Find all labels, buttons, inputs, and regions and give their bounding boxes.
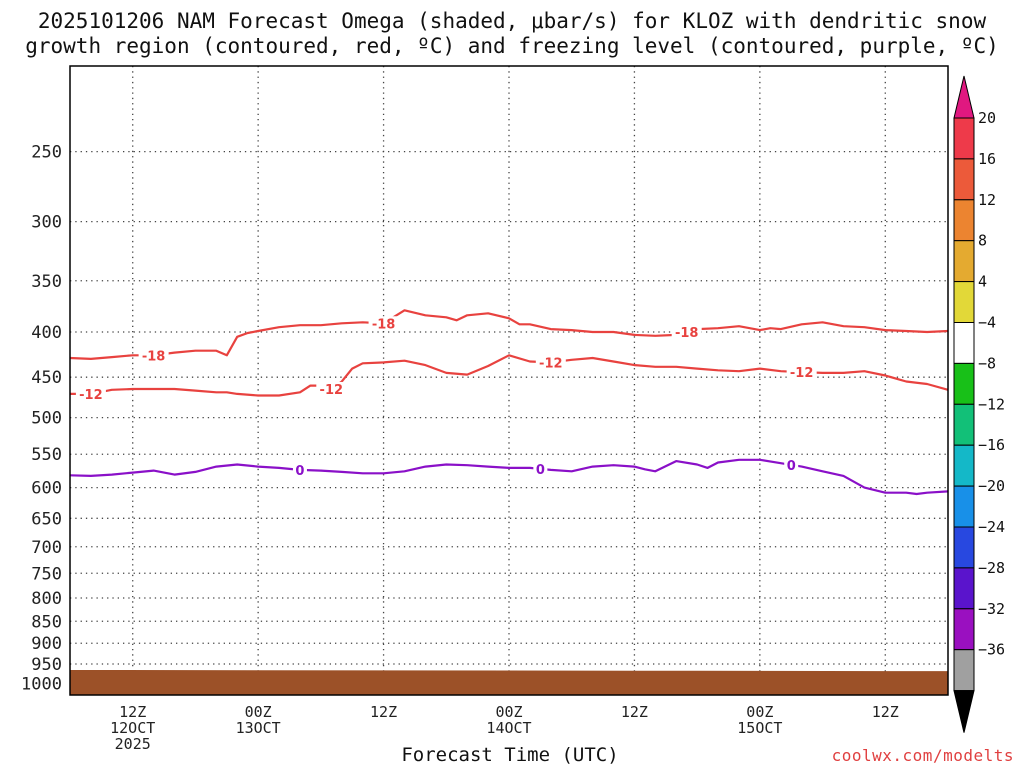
x-axis-title: Forecast Time (UTC): [401, 744, 619, 766]
y-tick-label: 900: [31, 634, 62, 654]
contour--12: -12 -12 -12 -12: [70, 354, 949, 403]
colorbar-segment: [953, 117, 975, 160]
colorbar-tick-label: −16: [978, 436, 1005, 454]
colorbar-segment: [953, 649, 975, 692]
contour-line: [69, 309, 949, 360]
plot-frame: [69, 65, 949, 696]
contour-label-bg: [316, 381, 347, 396]
colorbar-segment: [953, 281, 975, 324]
y-tick-label: 400: [31, 323, 62, 343]
contour--18: -18 -18 -18: [69, 309, 949, 364]
colorbar-tick-label: −36: [978, 641, 1005, 659]
colorbar-tick-label: −32: [978, 600, 1005, 618]
colorbar-tick-label: 4: [978, 273, 987, 291]
contour-0: 0 0 0: [69, 457, 949, 496]
contour-label-bg: [786, 365, 817, 380]
x-tick-label: 00Z: [495, 703, 522, 721]
contour-label-bg: [535, 355, 566, 370]
colorbar-segment: [953, 199, 975, 242]
contour-label: 0: [787, 459, 796, 474]
colorbar-segment: [953, 158, 975, 201]
x-tick-label: 12Z: [119, 703, 146, 721]
colorbar-tick-label: −8: [978, 354, 996, 372]
grid-layer: [70, 66, 948, 695]
colorbar-tick-label: 8: [978, 232, 987, 250]
contour-line: [69, 458, 949, 496]
colorbar: 20 16 12 8 4 −4 −8 −12 −16 −20 −24 −28 −32 −36: [953, 75, 1005, 733]
colorbar-segment: [953, 485, 975, 528]
contour-label: 0: [536, 463, 545, 478]
x-tick-label: 15OCT: [737, 719, 782, 737]
contour-label: -12: [79, 388, 103, 403]
colorbar-tick-label: −4: [978, 314, 996, 332]
contour-label-bg: [533, 461, 548, 476]
y-tick-label: 450: [31, 368, 62, 388]
contour-label: -18: [372, 317, 396, 332]
contour-label-bg: [368, 316, 399, 331]
contour-label: -12: [539, 356, 563, 371]
y-tick-label: 800: [31, 589, 62, 609]
colorbar-segment: [953, 444, 975, 487]
contour-label-bg: [138, 348, 169, 363]
contour-label: 0: [295, 464, 304, 479]
contour-label-bg: [292, 462, 307, 477]
y-tick-label: 350: [31, 272, 62, 292]
y-tick-label: 1000: [21, 675, 62, 695]
y-tick-label: 600: [31, 479, 62, 499]
y-tick-label: 950: [31, 655, 62, 675]
colorbar-segment: [953, 362, 975, 405]
colorbar-bottom-arrow: [953, 690, 975, 733]
y-tick-label: 250: [31, 143, 62, 163]
surface-terrain: [70, 669, 948, 695]
y-tick-label: 650: [31, 509, 62, 529]
contour-label: -12: [790, 366, 814, 381]
x-tick-label: 12Z: [872, 703, 899, 721]
credit-text: coolwx.com/modelts: [831, 746, 1014, 765]
colorbar-tick-label: 16: [978, 150, 996, 168]
chart-title-line2: growth region (contoured, red, ºC) and f…: [25, 34, 999, 58]
colorbar-segment: [953, 322, 975, 364]
colorbar-tick-label: 20: [978, 109, 996, 127]
colorbar-segment: [953, 240, 975, 283]
contour-label: -12: [320, 383, 344, 398]
y-tick-label: 550: [31, 445, 62, 465]
x-tick-label: 2025: [115, 735, 151, 753]
contour-label-bg: [75, 386, 106, 401]
x-tick-label: 12Z: [621, 703, 648, 721]
series-layer: -18 -18 -18 -12 -12 -12 -12 0 0 0: [69, 309, 949, 496]
colorbar-segment: [953, 567, 975, 610]
y-tick-label: 300: [31, 213, 62, 233]
contour-label: -18: [675, 326, 699, 341]
y-tick-label: 850: [31, 612, 62, 632]
x-tick-label: 13OCT: [236, 719, 281, 737]
x-tick-label: 00Z: [245, 703, 272, 721]
contour-label-bg: [671, 325, 702, 340]
x-tick-label: 12Z: [370, 703, 397, 721]
colorbar-tick-label: −12: [978, 395, 1005, 413]
x-tick-label: 12OCT: [110, 719, 155, 737]
y-tick-label: 700: [31, 538, 62, 558]
y-tick-label: 750: [31, 564, 62, 584]
colorbar-segment: [953, 403, 975, 446]
x-tick-label: 00Z: [746, 703, 773, 721]
colorbar-segment: [953, 526, 975, 569]
x-tick-label: 14OCT: [486, 719, 531, 737]
contour-label: -18: [142, 349, 166, 364]
colorbar-tick-label: 12: [978, 191, 996, 209]
y-axis-ticks: 2503003504004505005506006507007508008509…: [21, 143, 62, 695]
colorbar-tick-label: −20: [978, 477, 1005, 495]
colorbar-tick-label: −28: [978, 559, 1005, 577]
colorbar-tick-label: −24: [978, 518, 1005, 536]
y-tick-label: 500: [31, 409, 62, 429]
surface-layer: [70, 669, 948, 695]
colorbar-top-arrow: [953, 75, 975, 119]
colorbar-segment: [953, 608, 975, 651]
contour-label-bg: [784, 457, 799, 472]
chart-title-line1: 2025101206 NAM Forecast Omega (shaded, μ…: [37, 9, 987, 33]
